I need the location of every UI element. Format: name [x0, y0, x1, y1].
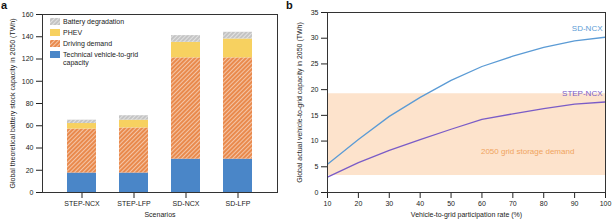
svg-text:80: 80 — [26, 100, 34, 107]
svg-text:35: 35 — [311, 9, 319, 16]
svg-text:10: 10 — [324, 200, 332, 207]
svg-text:100: 100 — [600, 200, 612, 207]
svg-text:SD-NCX: SD-NCX — [572, 24, 603, 33]
svg-text:STEP-NCX: STEP-NCX — [562, 89, 603, 98]
svg-text:25: 25 — [311, 60, 319, 67]
svg-text:70: 70 — [509, 200, 517, 207]
svg-text:STEP-LFP: STEP-LFP — [117, 200, 151, 207]
svg-text:Global theoretical battery sto: Global theoretical battery stock capacit… — [9, 18, 17, 188]
html-text:b: b — [286, 0, 293, 11]
svg-text:60: 60 — [26, 122, 34, 129]
svg-text:30: 30 — [311, 34, 319, 41]
svg-text:2050 grid storage demand: 2050 grid storage demand — [481, 147, 574, 156]
svg-text:80: 80 — [540, 200, 548, 207]
svg-text:5: 5 — [315, 163, 319, 170]
svg-text:SD-NCX: SD-NCX — [173, 200, 200, 207]
svg-text:Global actual vehicle-to-grid: Global actual vehicle-to-grid capacity i… — [296, 22, 304, 183]
svg-text:20: 20 — [26, 166, 34, 173]
svg-text:STEP-NCX: STEP-NCX — [64, 200, 100, 207]
svg-text:Vehicle-to-grid participation: Vehicle-to-grid participation rate (%) — [411, 211, 522, 219]
svg-text:140: 140 — [22, 33, 34, 40]
svg-text:0: 0 — [30, 189, 34, 196]
svg-text:100: 100 — [22, 77, 34, 84]
svg-text:40: 40 — [416, 200, 424, 207]
html-text:Driving demand: Driving demand — [63, 40, 112, 47]
svg-text:Scenarios: Scenarios — [144, 211, 176, 218]
html-text:PHEV: PHEV — [63, 29, 83, 36]
svg-text:120: 120 — [22, 55, 34, 62]
svg-text:40: 40 — [26, 144, 34, 151]
svg-text:10: 10 — [311, 137, 319, 144]
svg-text:0: 0 — [315, 189, 319, 196]
svg-text:60: 60 — [478, 200, 486, 207]
html-text:Technical vehicle-to-grid capa: Technical vehicle-to-grid capacity — [63, 51, 139, 66]
svg-text:30: 30 — [385, 200, 393, 207]
svg-text:20: 20 — [311, 86, 319, 93]
svg-text:15: 15 — [311, 112, 319, 119]
html-text:a: a — [1, 0, 8, 11]
svg-text:160: 160 — [22, 11, 34, 18]
html-text:Battery degradation: Battery degradation — [63, 18, 125, 25]
svg-text:SD-LFP: SD-LFP — [226, 200, 251, 207]
svg-text:50: 50 — [447, 200, 455, 207]
svg-text:20: 20 — [354, 200, 362, 207]
svg-text:90: 90 — [571, 200, 579, 207]
